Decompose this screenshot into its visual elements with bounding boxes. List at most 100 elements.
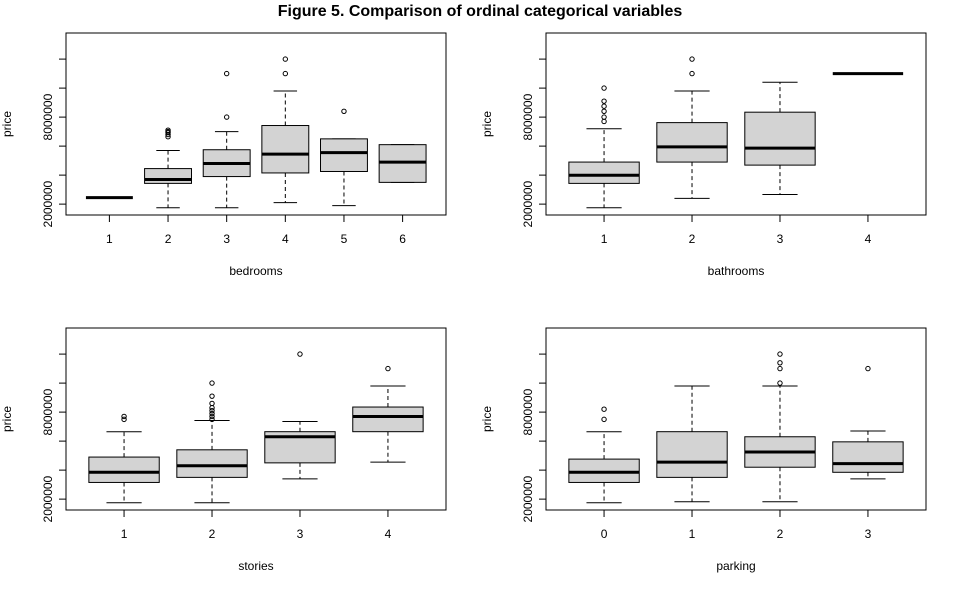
outlier-point — [223, 114, 230, 120]
outlier-point — [601, 118, 607, 125]
x-tick-label: 2 — [165, 232, 172, 246]
y-axis-label: price — [0, 406, 14, 432]
y-axis-label: price — [480, 406, 494, 432]
outlier-point — [209, 393, 215, 399]
x-tick-label: 5 — [341, 232, 348, 246]
outlier-point — [777, 365, 783, 372]
y-tick-label: 2000000 — [521, 180, 535, 227]
outlier-point — [165, 127, 171, 133]
box-body — [744, 111, 816, 166]
y-axis-label: price — [480, 111, 494, 137]
outlier-point — [865, 365, 871, 372]
x-tick-label: 3 — [297, 527, 304, 541]
box-4 — [261, 56, 310, 204]
plot-frame — [545, 32, 927, 216]
outlier-point — [209, 380, 215, 386]
y-tick-label: 2000000 — [521, 475, 535, 522]
y-tick-label: 8000000 — [41, 388, 55, 435]
box-body — [88, 456, 160, 483]
outlier-point — [689, 70, 695, 77]
outlier-point — [297, 351, 303, 357]
outlier-point — [341, 108, 347, 115]
outlier-point — [209, 410, 215, 417]
outlier-point — [601, 406, 607, 412]
outlier-point — [209, 400, 215, 407]
x-tick-label: 2 — [209, 527, 216, 541]
panel-bedrooms: 2000000 8000000 price 1 2 3 4 5 6 bedrooms — [0, 32, 447, 278]
outlier-point — [601, 416, 607, 423]
y-tick-label: 8000000 — [521, 93, 535, 140]
outlier-point — [121, 413, 127, 420]
box-2 — [144, 127, 192, 209]
box-body — [568, 458, 640, 483]
box-body — [352, 406, 424, 433]
x-tick-label: 1 — [121, 527, 128, 541]
box-2 — [744, 351, 816, 503]
box-4 — [352, 365, 424, 463]
outlier-point — [777, 351, 783, 357]
x-axis-label: bedrooms — [229, 264, 282, 278]
plot-frame — [65, 32, 447, 216]
y-axis-label: price — [0, 111, 14, 137]
x-tick-label: 0 — [601, 527, 608, 541]
outlier-point — [777, 360, 783, 366]
outlier-point — [282, 70, 289, 77]
x-tick-label: 1 — [106, 232, 113, 246]
box-body — [568, 161, 640, 184]
box-1 — [88, 413, 160, 504]
outlier-point — [209, 416, 215, 423]
box-body — [656, 122, 728, 163]
x-tick-label: 1 — [689, 527, 696, 541]
panel-parking: 2000000 8000000 price 0 1 2 3 parking — [480, 327, 927, 573]
box-body — [144, 168, 192, 184]
plot-frame — [65, 327, 447, 511]
y-tick-label: 8000000 — [521, 388, 535, 435]
figure-title: Figure 5. Comparison of ordinal categori… — [277, 3, 683, 20]
x-tick-label: 3 — [223, 232, 230, 246]
outlier-point — [601, 103, 607, 109]
y-tick-label: 2000000 — [41, 475, 55, 522]
outlier-point — [209, 413, 215, 420]
x-tick-label: 2 — [689, 232, 696, 246]
x-axis-label: bathrooms — [708, 264, 765, 278]
box-2 — [656, 56, 728, 199]
x-tick-label: 2 — [777, 527, 784, 541]
box-1 — [656, 385, 728, 503]
x-axis-label: stories — [238, 559, 273, 573]
box-3 — [832, 365, 904, 480]
x-axis-label: parking — [716, 559, 755, 573]
outlier-point — [209, 405, 215, 411]
x-tick-label: 6 — [399, 232, 406, 246]
box-0 — [568, 406, 640, 504]
panel-bathrooms: 2000000 8000000 price 1 2 3 4 bathrooms — [480, 32, 927, 278]
box-3 — [202, 70, 251, 209]
box-1 — [568, 85, 640, 209]
outlier-point — [777, 380, 783, 386]
outlier-point — [601, 85, 607, 91]
outlier-point — [601, 114, 607, 120]
box-3 — [744, 81, 816, 196]
x-tick-label: 3 — [865, 527, 872, 541]
outlier-point — [385, 365, 391, 372]
x-tick-label: 4 — [282, 232, 289, 246]
outlier-point — [223, 70, 230, 77]
outlier-point — [121, 416, 127, 423]
box-body — [832, 441, 904, 473]
box-2 — [176, 380, 248, 504]
box-3 — [264, 351, 336, 480]
box-body — [176, 449, 248, 478]
x-tick-label: 4 — [385, 527, 392, 541]
box-body — [656, 431, 728, 478]
outlier-point — [601, 108, 607, 115]
outlier-point — [601, 98, 607, 104]
x-tick-label: 4 — [865, 232, 872, 246]
x-tick-label: 3 — [777, 232, 784, 246]
panel-stories: 2000000 8000000 price 1 2 3 4 stories — [0, 327, 447, 573]
box-5 — [320, 108, 368, 207]
y-tick-label: 8000000 — [41, 93, 55, 140]
outlier-point — [282, 56, 289, 62]
box-6 — [378, 144, 427, 183]
x-tick-label: 1 — [601, 232, 608, 246]
box-body — [261, 125, 310, 174]
